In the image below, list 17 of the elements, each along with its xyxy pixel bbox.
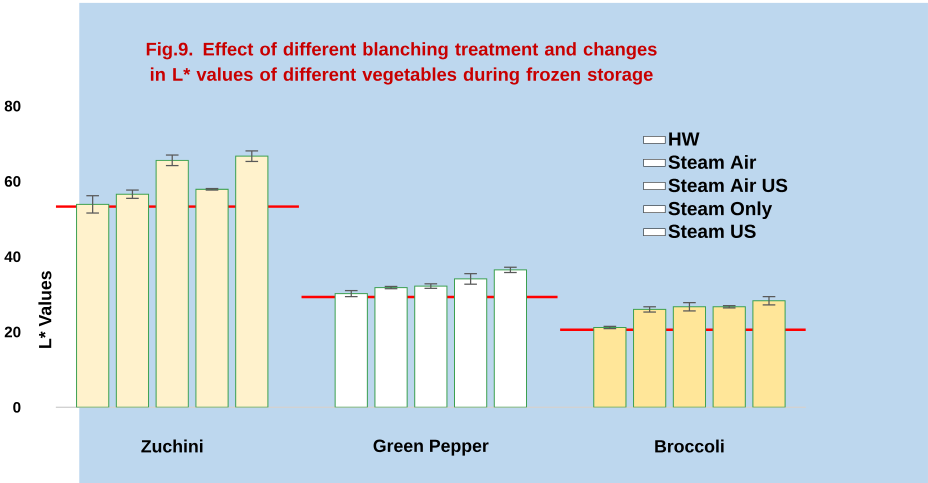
- y-tick-label: 80: [4, 100, 20, 112]
- x-tick-label: Zuchini: [141, 440, 202, 453]
- legend-label: Steam US: [668, 224, 756, 238]
- legend-label: HW: [669, 132, 700, 146]
- legend-label: Steam Air: [668, 154, 756, 169]
- y-tick-label: 0: [13, 402, 20, 413]
- y-tick-label: 60: [4, 176, 20, 187]
- x-tick-label: Broccoli: [655, 440, 724, 453]
- y-tick-label: 20: [4, 326, 20, 338]
- y-axis-title: L* Values: [38, 271, 52, 348]
- legend-label: Steam Air US: [668, 178, 788, 192]
- bar: [494, 269, 528, 408]
- bar: [374, 287, 408, 408]
- chart-title: Fig.9. Effect of different blanching treatment and changes in L* values of different vegetables during frozen storage: [146, 42, 657, 85]
- legend-label: Steam Only: [668, 201, 772, 219]
- x-tick-label: Green Pepper: [374, 440, 489, 456]
- y-tick-label: 40: [4, 251, 20, 262]
